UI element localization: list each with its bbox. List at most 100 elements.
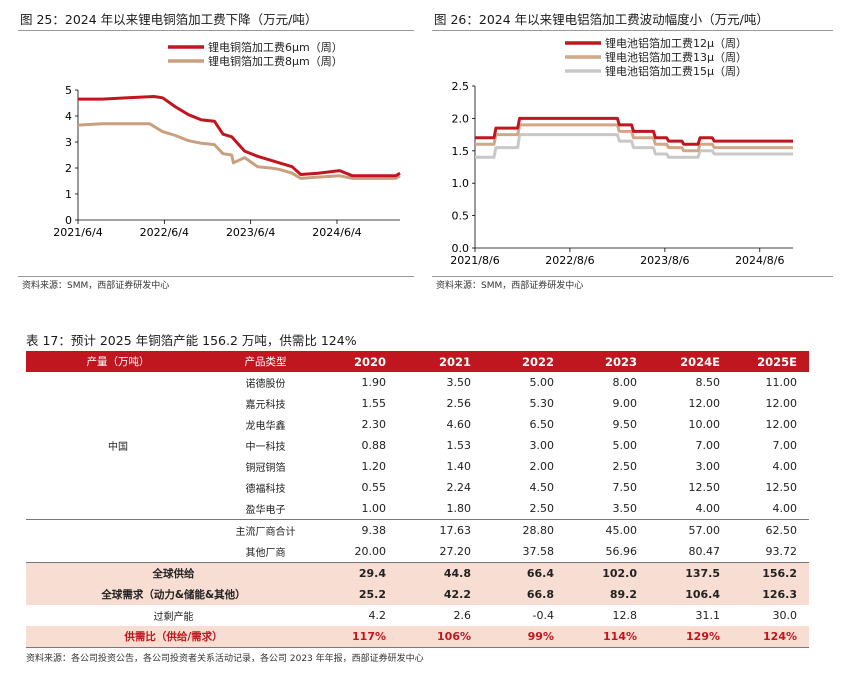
value-cell: 1.00 xyxy=(361,502,387,515)
legend-label: 锂电铜箔加工费8μm（周） xyxy=(208,54,343,68)
value-cell: 29.4 xyxy=(321,562,398,584)
value-cell: 5.00 xyxy=(612,439,638,452)
value-cell: 12.50 xyxy=(765,481,798,494)
title-divider xyxy=(18,30,414,31)
value-cell: 137.5 xyxy=(649,562,732,584)
y-tick-label: 1.5 xyxy=(452,145,470,158)
series-line xyxy=(475,123,793,153)
value-cell: 4.50 xyxy=(529,481,555,494)
value-cell: 37.58 xyxy=(522,545,555,558)
subtotal-row: 主流厂商合计 9.38 17.63 28.80 45.00 57.00 62.50 xyxy=(26,519,809,541)
value-cell: 106% xyxy=(398,626,483,648)
chart-source: 资料来源：SMM，西部证券研发中心 xyxy=(436,281,584,291)
value-cell: 12.00 xyxy=(765,397,798,410)
value-cell: 62.50 xyxy=(732,519,809,541)
value-cell: 30.0 xyxy=(772,609,798,622)
copper-chart-plot: 0 1 2 3 4 5 2021/6/4 2022/6/4 2023/6/4 2024/6/4 锂电… xyxy=(53,40,401,239)
value-cell: 1.90 xyxy=(361,376,387,389)
series-line xyxy=(77,122,401,180)
value-cell: 9.50 xyxy=(612,418,638,431)
company-name-cell: 中一科技 xyxy=(245,442,286,453)
value-cell: 8.00 xyxy=(612,376,638,389)
x-tick-label: 2024/6/4 xyxy=(312,226,361,239)
value-cell: 28.80 xyxy=(483,519,566,541)
subtotal-name-cell: 其他厂商 xyxy=(245,548,286,559)
subtotal-row: 其他厂商 20.00 27.20 37.58 56.96 80.47 93.72 xyxy=(26,541,809,563)
value-cell: 0.88 xyxy=(361,439,387,452)
value-cell: 44.8 xyxy=(398,562,483,584)
row-label-cell: 供需比（供给/需求） xyxy=(26,626,321,648)
value-cell: 1.40 xyxy=(446,460,472,473)
value-cell: 106.4 xyxy=(649,584,732,605)
value-cell: 7.00 xyxy=(772,439,798,452)
header-cell: 2023 xyxy=(566,351,649,372)
value-cell: 2.50 xyxy=(612,460,638,473)
table-row: 龙电华鑫 2.30 4.60 6.50 9.50 10.00 12.00 xyxy=(26,414,809,435)
value-cell: 6.50 xyxy=(529,418,555,431)
series-line xyxy=(475,116,793,146)
value-cell: 27.20 xyxy=(439,545,472,558)
value-cell: 12.00 xyxy=(688,397,721,410)
value-cell: 9.38 xyxy=(321,519,398,541)
value-cell: 80.47 xyxy=(688,545,721,558)
value-cell: 2.00 xyxy=(529,460,555,473)
value-cell: 56.96 xyxy=(605,545,638,558)
supply-demand-ratio-row: 供需比（供给/需求） 117% 106% 99% 114% 129% 124% xyxy=(26,626,809,648)
excess-capacity-row: 过剩产能 4.2 2.6 -0.4 12.8 31.1 30.0 xyxy=(26,605,809,626)
y-tick-label: 0.5 xyxy=(452,210,470,223)
value-cell: 102.0 xyxy=(566,562,649,584)
table-row: 嘉元科技 1.55 2.56 5.30 9.00 12.00 12.00 xyxy=(26,393,809,414)
value-cell: 17.63 xyxy=(398,519,483,541)
value-cell: 117% xyxy=(321,626,398,648)
value-cell: 57.00 xyxy=(649,519,732,541)
source-divider xyxy=(432,276,833,277)
value-cell: 5.30 xyxy=(529,397,555,410)
row-label-cell: 全球需求（动力&储能&其他） xyxy=(26,584,321,605)
y-tick-label: 1 xyxy=(65,188,72,201)
value-cell: 4.00 xyxy=(772,502,798,515)
value-cell: 12.50 xyxy=(688,481,721,494)
row-label-cell: 全球供给 xyxy=(26,562,321,584)
value-cell: 11.00 xyxy=(765,376,798,389)
value-cell: 9.00 xyxy=(612,397,638,410)
x-tick-label: 2021/8/6 xyxy=(450,254,499,267)
value-cell: 3.50 xyxy=(612,502,638,515)
value-cell: 1.53 xyxy=(446,439,472,452)
value-cell: 31.1 xyxy=(695,609,721,622)
region-cell: 中国 xyxy=(108,442,128,453)
value-cell: 20.00 xyxy=(354,545,387,558)
value-cell: 4.00 xyxy=(772,460,798,473)
value-cell: 2.24 xyxy=(446,481,472,494)
table-source: 资料来源：各公司投资公告，各公司投资者关系活动记录，各公司 2023 年年报，西… xyxy=(26,654,424,664)
table-header-row: 产量（万吨） 产品类型 2020 2021 2022 2023 2024E 20… xyxy=(26,351,809,372)
value-cell: 124% xyxy=(732,626,809,648)
value-cell: 1.55 xyxy=(361,397,387,410)
value-cell: 12.00 xyxy=(765,418,798,431)
value-cell: -0.4 xyxy=(532,609,554,622)
empty-cell xyxy=(26,541,210,563)
y-tick-label: 2.0 xyxy=(452,112,470,125)
value-cell: 4.60 xyxy=(446,418,472,431)
global-supply-row: 全球供给 29.4 44.8 66.4 102.0 137.5 156.2 xyxy=(26,562,809,584)
global-demand-row: 全球需求（动力&储能&其他） 25.2 42.2 66.8 89.2 106.4 126.3 xyxy=(26,584,809,605)
empty-cell xyxy=(26,519,210,541)
header-cell: 产量（万吨） xyxy=(26,351,210,372)
value-cell: 1.80 xyxy=(446,502,472,515)
y-tick-label: 0.0 xyxy=(452,242,470,255)
legend-label: 锂电池铝箔加工费13μ（周） xyxy=(605,50,747,64)
table-row: 盈华电子 1.00 1.80 2.50 3.50 4.00 4.00 xyxy=(26,498,809,520)
legend-label: 锂电铜箔加工费6μm（周） xyxy=(208,40,343,54)
y-tick-label: 3 xyxy=(65,136,72,149)
company-name-cell: 嘉元科技 xyxy=(245,400,286,411)
value-cell: 7.50 xyxy=(612,481,638,494)
series-line xyxy=(78,95,401,178)
value-cell: 2.30 xyxy=(361,418,387,431)
value-cell: 7.00 xyxy=(695,439,721,452)
value-cell: 1.20 xyxy=(361,460,387,473)
y-tick-label: 1.0 xyxy=(452,177,470,190)
header-cell: 2021 xyxy=(398,351,483,372)
y-tick-label: 5 xyxy=(65,84,72,97)
x-tick-label: 2022/6/4 xyxy=(140,226,189,239)
x-tick-label: 2023/8/6 xyxy=(640,254,689,267)
y-tick-label: 2 xyxy=(65,162,72,175)
